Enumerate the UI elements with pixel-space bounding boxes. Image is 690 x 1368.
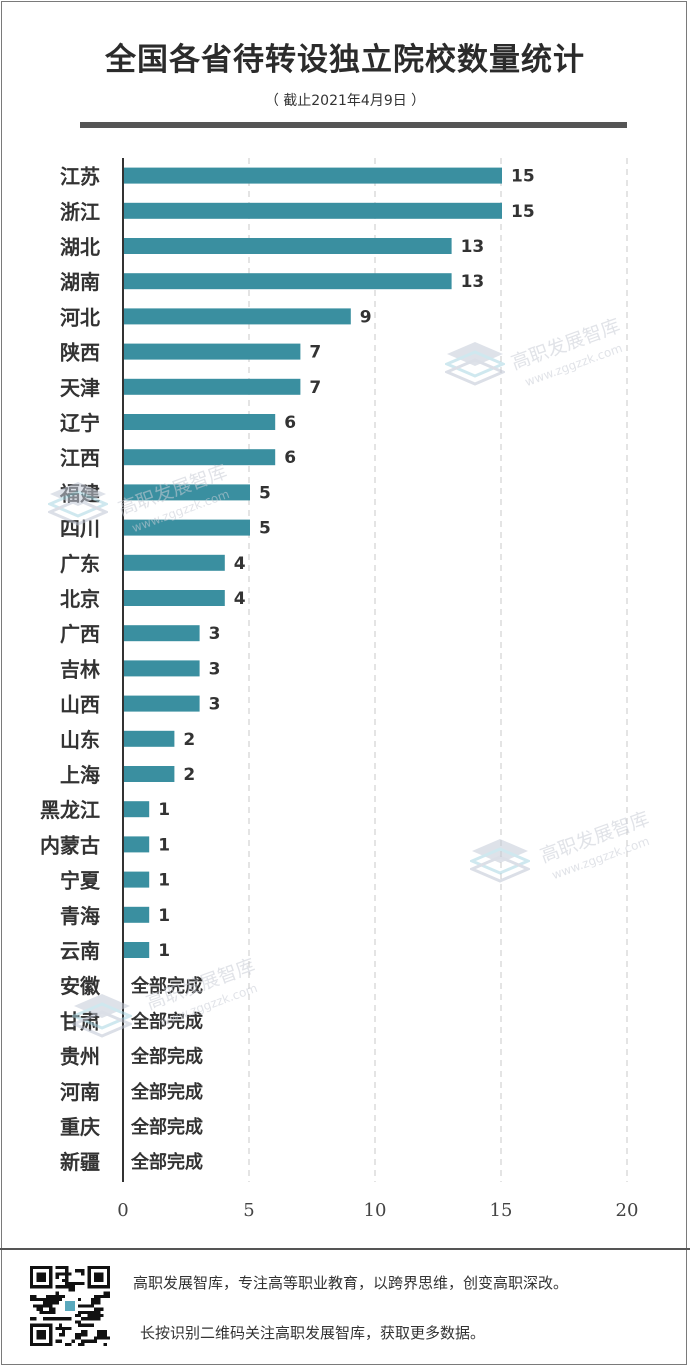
category-label: 陕西 (60, 341, 100, 365)
category-label: 甘肃 (60, 1009, 100, 1033)
bar (124, 554, 225, 571)
value-label: 1 (158, 941, 170, 961)
bar (124, 730, 175, 747)
category-label: 重庆 (60, 1115, 100, 1139)
bar (124, 906, 150, 923)
x-tick-label: 5 (243, 1200, 254, 1221)
value-label: 7 (309, 343, 321, 363)
category-label: 安徽 (60, 974, 101, 998)
value-label: 全部完成 (130, 1116, 203, 1138)
value-label: 1 (158, 835, 170, 855)
value-label: 全部完成 (130, 1151, 203, 1173)
footer-follow-hint: 长按识别二维码关注高职发展智库，获取更多数据。 (140, 1324, 486, 1342)
bar (124, 238, 452, 254)
value-label: 全部完成 (130, 1010, 203, 1032)
bar (124, 625, 200, 642)
category-label: 广东 (60, 552, 100, 576)
value-label: 2 (183, 730, 195, 750)
category-label: 上海 (60, 763, 100, 787)
category-label: 青海 (60, 904, 100, 928)
value-label: 3 (209, 659, 221, 679)
category-label: 浙江 (60, 200, 100, 224)
value-label: 3 (209, 695, 221, 715)
value-label: 6 (284, 448, 296, 468)
bar (124, 695, 200, 712)
value-label: 1 (158, 906, 170, 926)
value-label: 4 (234, 589, 246, 609)
bar (124, 414, 276, 430)
category-label: 黑龙江 (40, 798, 100, 822)
category-label: 江苏 (60, 165, 100, 189)
bar (124, 871, 150, 888)
category-label: 辽宁 (60, 411, 100, 435)
value-label: 13 (461, 272, 485, 292)
category-label: 河南 (60, 1080, 100, 1104)
category-label: 江西 (60, 446, 100, 470)
title-divider (80, 122, 627, 128)
category-label: 内蒙古 (40, 833, 100, 857)
value-label: 4 (234, 554, 246, 574)
value-label: 15 (511, 167, 535, 187)
chart-subtitle: （ 截止2021年4月9日 ） (264, 93, 426, 109)
category-label: 天津 (60, 376, 100, 400)
bar (124, 801, 150, 818)
category-label: 北京 (60, 587, 100, 611)
category-label: 宁夏 (60, 869, 101, 893)
value-label: 5 (259, 483, 271, 503)
category-label: 贵州 (60, 1045, 100, 1069)
value-label: 全部完成 (130, 1081, 203, 1103)
value-label: 7 (309, 378, 321, 398)
bar (124, 167, 502, 184)
bar (124, 343, 301, 360)
bar (124, 590, 225, 606)
x-tick-label: 10 (364, 1200, 387, 1221)
value-label: 9 (360, 307, 372, 327)
category-label: 河北 (60, 305, 100, 329)
value-label: 6 (284, 413, 296, 433)
qr-code-icon[interactable] (30, 1266, 110, 1346)
category-label: 云南 (60, 939, 100, 963)
category-label: 新疆 (60, 1150, 100, 1174)
category-label: 山东 (60, 728, 100, 752)
category-label: 湖北 (60, 235, 100, 259)
bar (124, 378, 301, 395)
bar (124, 484, 250, 501)
category-label: 四川 (60, 517, 100, 541)
value-label: 5 (259, 519, 271, 539)
value-label: 3 (209, 624, 221, 644)
value-label: 1 (158, 871, 170, 891)
bar (124, 273, 452, 290)
bar (124, 308, 351, 325)
category-label: 吉林 (60, 657, 100, 681)
x-tick-label: 20 (616, 1200, 639, 1221)
category-label: 广西 (60, 622, 100, 646)
category-label: 山西 (60, 693, 100, 717)
bar (124, 519, 250, 536)
category-label: 湖南 (60, 270, 100, 294)
value-label: 全部完成 (130, 975, 203, 997)
bar (124, 202, 502, 219)
footer-divider (0, 1248, 690, 1250)
value-label: 1 (158, 800, 170, 820)
value-label: 15 (511, 202, 535, 222)
category-label: 福建 (59, 481, 100, 505)
value-label: 13 (461, 237, 485, 257)
value-label: 2 (183, 765, 195, 785)
x-tick-label: 0 (117, 1200, 128, 1221)
x-tick-label: 15 (490, 1200, 513, 1221)
chart-title: 全国各省待转设独立院校数量统计 (105, 42, 585, 78)
bar (124, 836, 150, 853)
bar (124, 766, 175, 782)
value-label: 全部完成 (130, 1046, 203, 1068)
bar (124, 449, 276, 466)
footer-tagline: 高职发展智库，专注高等职业教育，以跨界思维，创变高职深改。 (133, 1274, 569, 1292)
bar (124, 942, 150, 958)
bar (124, 660, 200, 677)
